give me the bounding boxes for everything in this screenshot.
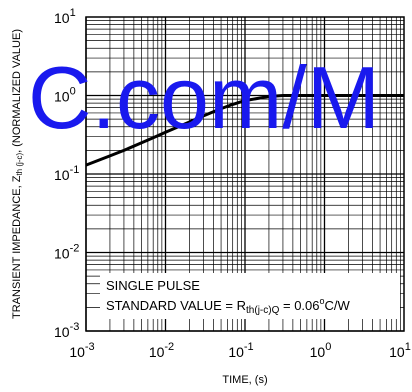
- watermark-text: C.com/M: [28, 48, 380, 147]
- y-tick-label: 101: [54, 7, 76, 26]
- x-tick-label: 10-2: [149, 341, 174, 360]
- annotation-box: [100, 273, 400, 319]
- y-tick-label: 10-1: [54, 164, 79, 183]
- y-axis-title: TRANSIENT IMPEDANCE, Zth (j-c), (NORMALI…: [11, 29, 24, 319]
- plot-frame: [85, 16, 405, 332]
- annotation-standard-value: STANDARD VALUE = Rth(j-c)Q = 0.06oC/W: [106, 296, 351, 316]
- x-tick-label: 100: [310, 341, 332, 360]
- x-tick-label: 101: [389, 341, 411, 360]
- x-tick-label: 10-3: [69, 341, 94, 360]
- y-tick-label: 100: [54, 86, 76, 105]
- y-tick-label: 10-2: [54, 243, 79, 262]
- tick-labels: 10-3 10-2 10-1 100 101 10-3 10-2 10-1 100 101: [54, 7, 411, 360]
- y-tick-label: 10-3: [54, 321, 79, 340]
- series-line-impedance: [85, 94, 404, 167]
- x-axis-title: TIME, (s): [222, 374, 267, 386]
- x-tick-label: 10-1: [228, 341, 253, 360]
- annotation-single-pulse: SINGLE PULSE: [106, 278, 200, 293]
